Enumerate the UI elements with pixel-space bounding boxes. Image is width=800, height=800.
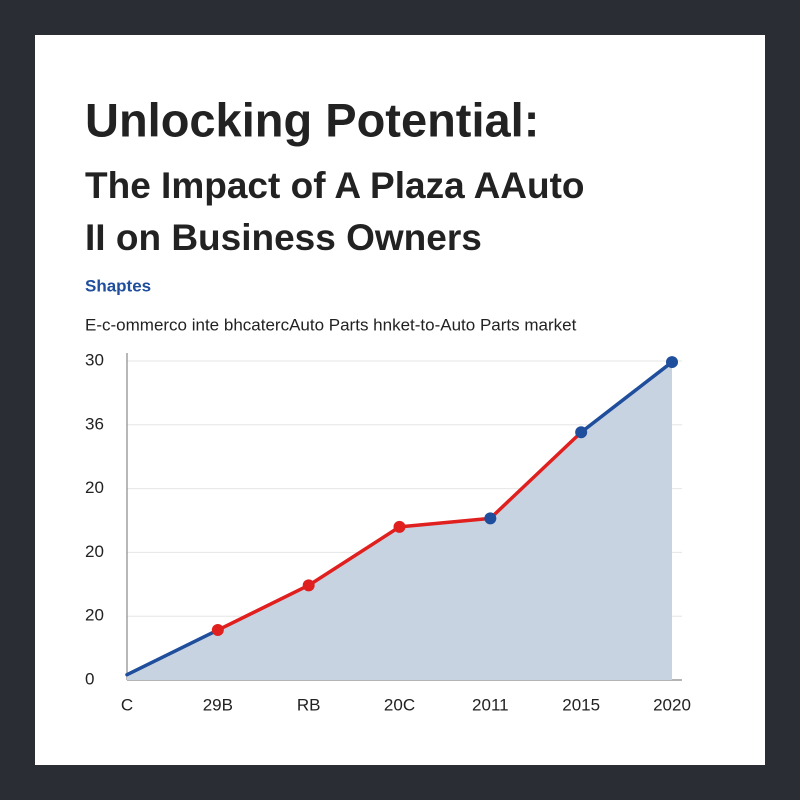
marker [484,512,497,525]
line-segment [579,360,674,434]
line-segment [125,628,220,677]
marker [302,579,315,592]
line-segment [488,430,583,521]
line-segment [306,525,402,588]
x-tick-label: 20C [384,695,415,714]
line-segment [397,516,493,529]
x-tick-label: RB [297,695,321,714]
y-tick-label: 20 [85,606,104,625]
y-tick-label: 20 [85,542,104,561]
marker [666,356,678,369]
marker [575,426,588,439]
chart-label: Shaptes [85,276,151,295]
marker [211,624,224,637]
chart-title: Unlocking Potential: [85,93,539,146]
chart-title: The Impact of A Plaza AAuto [85,165,585,206]
y-tick-label: 0 [85,669,94,688]
marker [393,520,406,533]
line-segment [216,583,311,632]
x-tick-label: 2015 [562,695,600,714]
x-tick-label: 2020 [653,695,691,714]
chart-subtitle: E-c-ommerco inte bhcatercAuto Parts hnke… [85,315,577,334]
area [127,362,672,680]
y-tick-label: 36 [85,414,104,433]
x-tick-label: 2011 [472,695,509,714]
chart-title: II on Business Owners [85,217,482,258]
x-tick-label: C [121,695,133,714]
y-tick-label: 20 [85,478,104,497]
y-tick-label: 30 [85,350,104,369]
x-tick-label: 29B [203,695,233,714]
